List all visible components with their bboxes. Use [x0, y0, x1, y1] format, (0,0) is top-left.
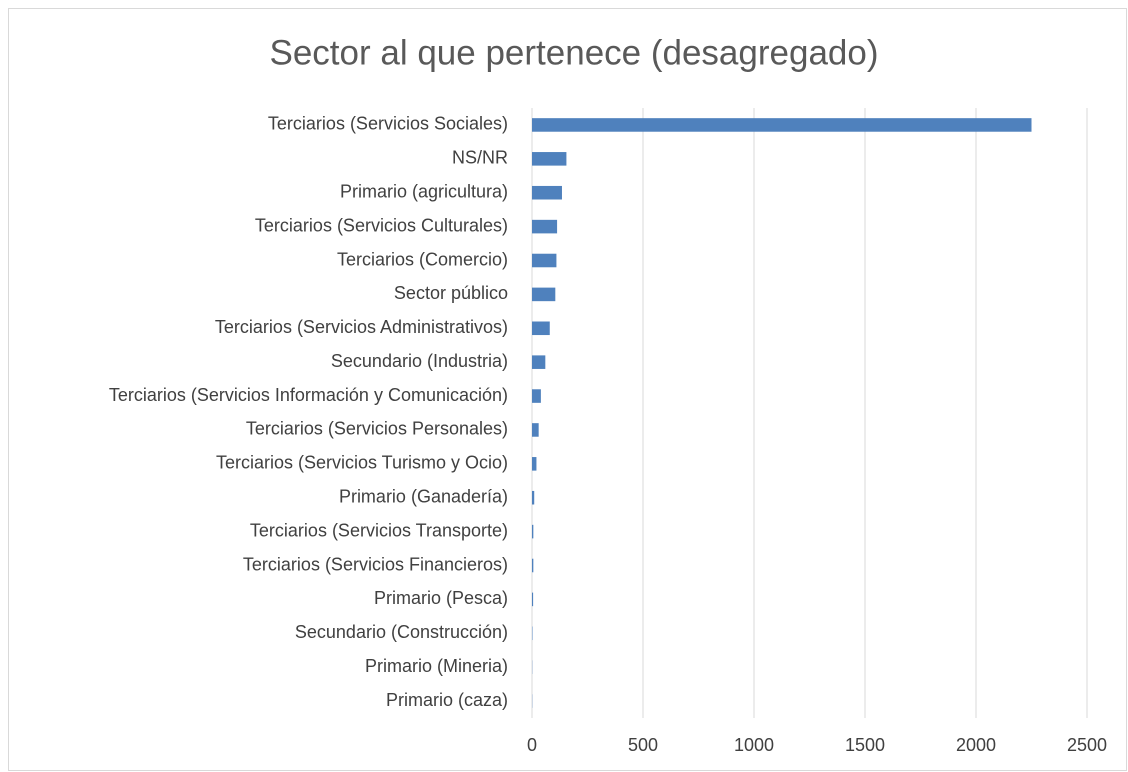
- y-tick-label: Terciarios (Servicios Administrativos): [215, 317, 508, 337]
- x-tick-label: 1000: [734, 735, 774, 755]
- chart-title: Sector al que pertenece (desagregado): [269, 33, 878, 72]
- x-tick-label: 500: [628, 735, 658, 755]
- y-tick-label: Terciarios (Servicios Información y Comu…: [109, 385, 508, 405]
- x-tick-label: 2000: [956, 735, 996, 755]
- y-tick-label: Terciarios (Servicios Turismo y Ocio): [216, 453, 508, 473]
- y-tick-label: Terciarios (Servicios Personales): [246, 419, 508, 439]
- bar: [532, 152, 567, 166]
- y-tick-label: Secundario (Construcción): [295, 622, 508, 642]
- y-tick-label: Primario (Mineria): [365, 656, 508, 676]
- y-tick-label: Primario (Ganadería): [339, 486, 508, 506]
- y-tick-label: Terciarios (Servicios Sociales): [268, 114, 508, 134]
- bar: [532, 185, 562, 200]
- bar: [532, 558, 534, 573]
- y-tick-label: Terciarios (Servicios Financieros): [243, 554, 508, 574]
- bar: [532, 355, 546, 369]
- x-tick-label: 0: [527, 735, 537, 755]
- bar: [532, 118, 1032, 132]
- y-tick-label: Primario (agricultura): [340, 181, 508, 201]
- bar: [532, 253, 557, 268]
- y-tick-label: Primario (caza): [386, 690, 508, 710]
- chart-border: [8, 8, 1127, 771]
- x-tick-label: 2500: [1067, 735, 1107, 755]
- bar: [532, 457, 537, 471]
- y-tick-label: NS/NR: [452, 148, 508, 168]
- bar: [532, 287, 556, 302]
- x-tick-label: 1500: [845, 735, 885, 755]
- bar: [532, 490, 535, 505]
- y-tick-label: Terciarios (Comercio): [337, 249, 508, 269]
- y-tick-label: Terciarios (Servicios Transporte): [250, 520, 508, 540]
- y-tick-label: Secundario (Industria): [331, 351, 508, 371]
- bar: [532, 389, 541, 403]
- bar: [532, 592, 534, 607]
- y-tick-label: Primario (Pesca): [374, 588, 508, 608]
- bar: [532, 423, 539, 437]
- bar: [532, 219, 558, 234]
- y-tick-label: Sector público: [394, 283, 508, 303]
- y-tick-label: Terciarios (Servicios Culturales): [255, 215, 508, 235]
- bar: [532, 524, 534, 539]
- bar: [532, 321, 550, 336]
